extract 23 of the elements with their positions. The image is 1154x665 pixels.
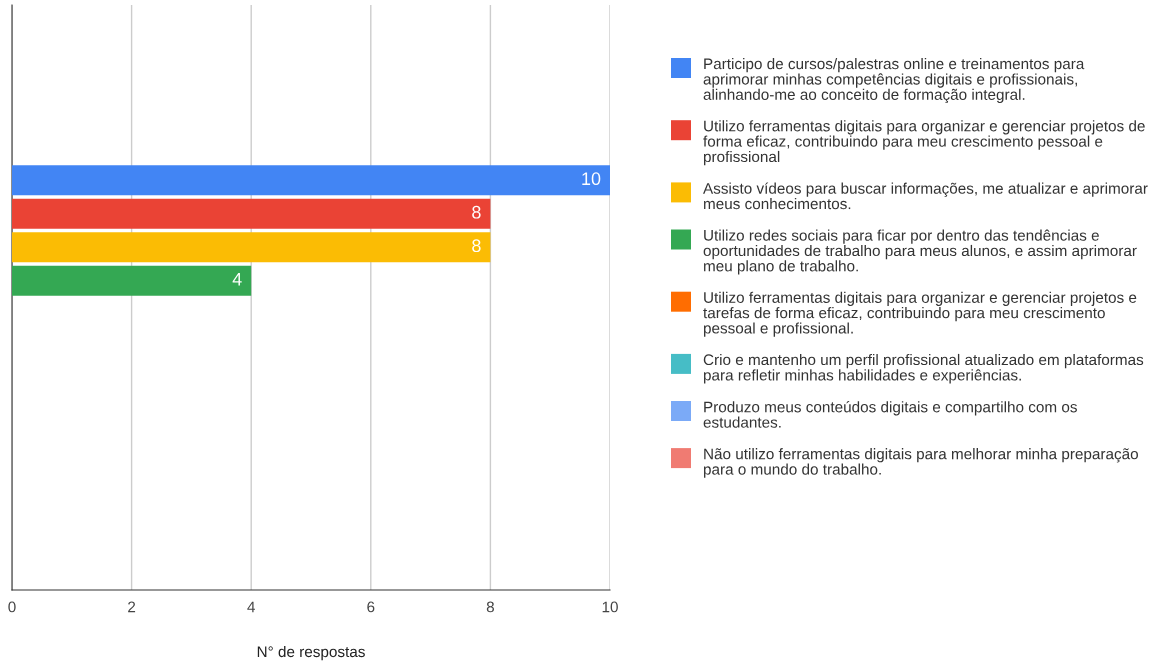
legend-label: Utilizo ferramentas digitais para organizar e gerenciar projetos de forma eficaz, contribuindo para meu crescimento pessoal e profissional <box>703 120 1145 166</box>
data-label: 4 <box>232 273 242 286</box>
x-tick-label: 6 <box>367 601 375 613</box>
legend-label: Produzo meus conteúdos digitais e compartilho com os estudantes. <box>703 401 1077 428</box>
x-tick-label: 2 <box>128 601 136 613</box>
x-tick-label: 8 <box>486 601 494 613</box>
bar <box>12 232 491 263</box>
data-label: 8 <box>472 239 481 253</box>
legend-label: Não utilizo ferramentas digitais para melhorar minha preparação para o mundo do trabalho. <box>703 448 1138 478</box>
legend-label: Crio e mantenho um perfil profissional atualizado em plataformas para refletir minhas habilidades e experiências. <box>703 353 1144 384</box>
x-tick-label: 10 <box>602 601 618 613</box>
bar <box>12 165 610 196</box>
x-tick-label: 0 <box>8 601 16 613</box>
legend-label: Participo de cursos/palestras online e treinamentos para aprimorar minhas competências digitais e profissionais, alinhando-me ao conceito de formação integral. <box>703 58 1085 104</box>
bar <box>12 265 252 296</box>
x-axis-title: N° de respostas <box>257 645 365 661</box>
data-label: 8 <box>472 205 481 219</box>
legend-label: Assisto vídeos para buscar informações, me atualizar e aprimorar meus conhecimentos. <box>703 182 1148 210</box>
legend-label: Utilizo redes sociais para ficar por dentro das tendências e oportunidades de trabalho para meus alunos, e assim aprimorar meu plano de trabalho. <box>703 229 1137 275</box>
legend-label: Utilizo ferramentas digitais para organizar e gerenciar projetos e tarefas de forma eficaz, contribuindo para meu crescimento pessoal e profissional. <box>703 291 1137 337</box>
bar <box>12 198 491 229</box>
x-tick-label: 4 <box>247 601 255 613</box>
data-label: 10 <box>582 172 601 186</box>
